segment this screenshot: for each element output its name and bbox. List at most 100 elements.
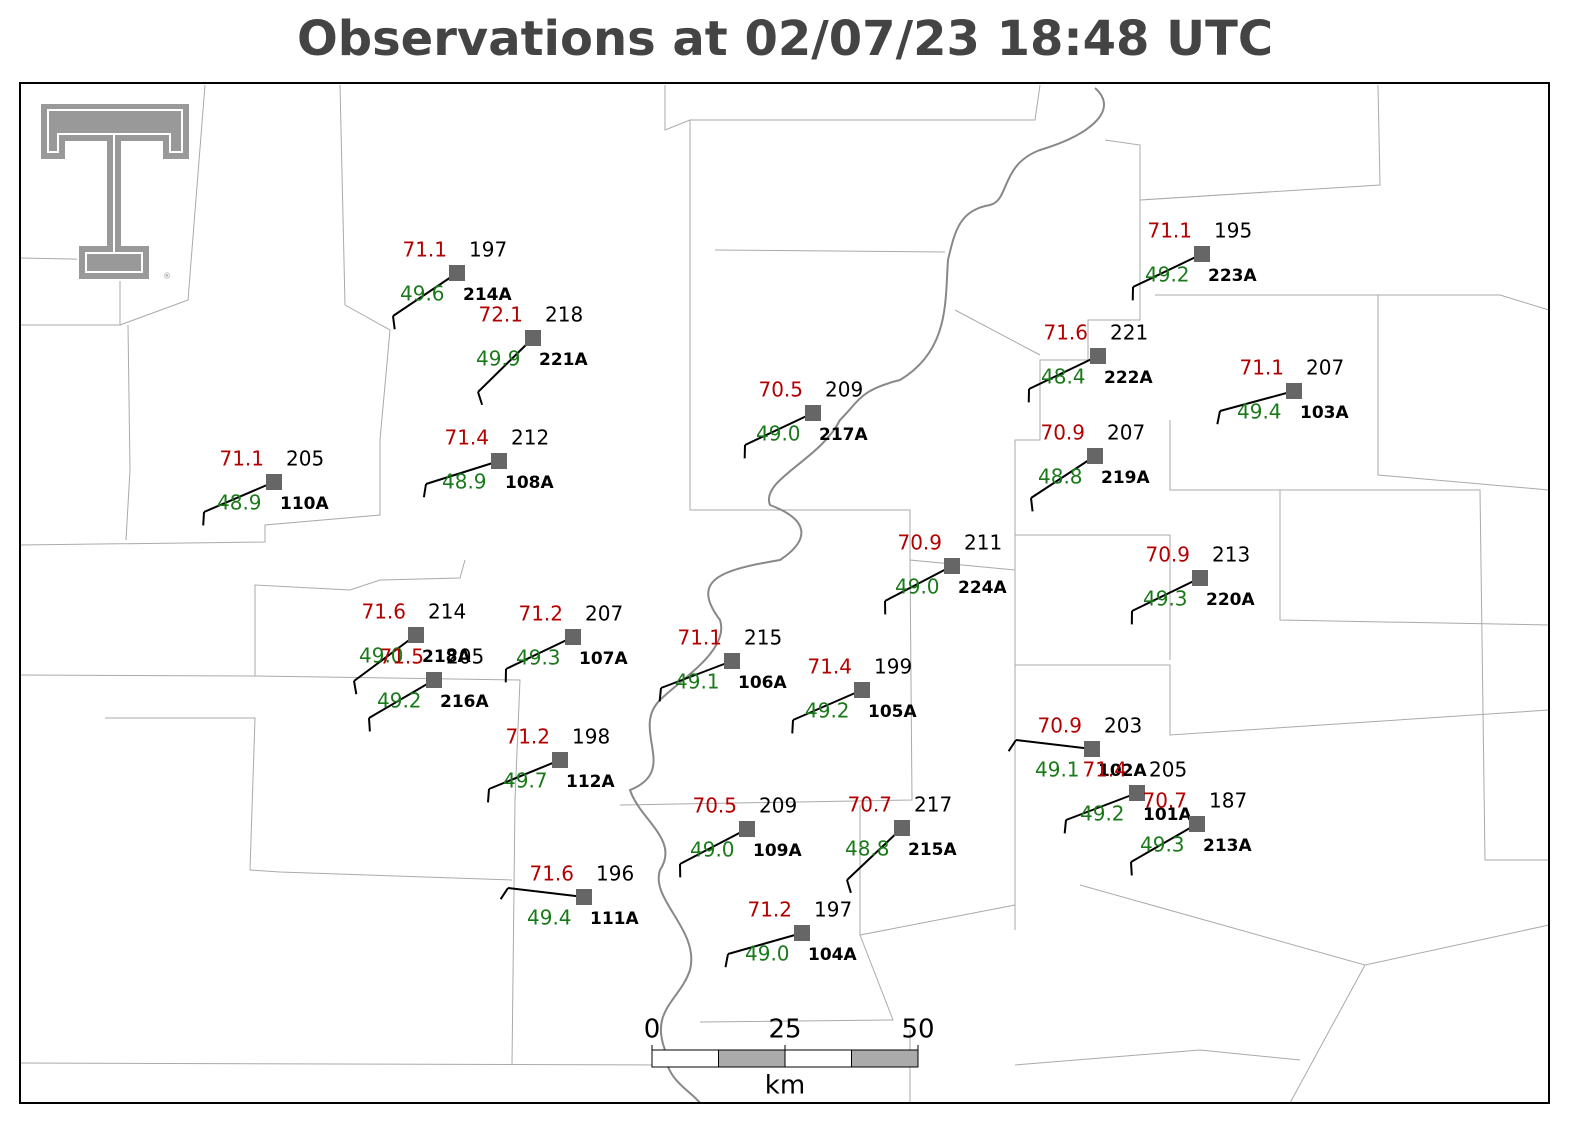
- station-value: 205: [286, 447, 324, 471]
- temperature: 71.2: [518, 602, 563, 626]
- station-value: 207: [1107, 421, 1145, 445]
- station-value: 211: [964, 531, 1002, 555]
- scale-unit: km: [765, 1071, 805, 1101]
- dewpoint: 49.1: [675, 670, 720, 694]
- station-marker: [576, 889, 592, 905]
- station-marker: [794, 925, 810, 941]
- wind-barb-flag: [203, 512, 204, 525]
- station-id: 108A: [505, 473, 554, 493]
- wind-barb-flag: [424, 484, 426, 497]
- dewpoint: 49.2: [1080, 802, 1125, 826]
- wind-barb-flag: [1031, 498, 1033, 511]
- scale-label: 50: [901, 1015, 934, 1045]
- dewpoint: 48.9: [217, 491, 262, 515]
- dewpoint: 49.4: [527, 906, 572, 930]
- station-marker: [408, 627, 424, 643]
- temperature: 71.6: [529, 862, 574, 886]
- station-marker: [944, 558, 960, 574]
- dewpoint: 49.4: [1237, 400, 1282, 424]
- wind-barb-flag: [478, 392, 482, 405]
- temperature: 71.1: [402, 238, 447, 262]
- station-value: 197: [814, 898, 852, 922]
- station-value: 205: [1149, 758, 1187, 782]
- station-id: 105A: [868, 702, 917, 722]
- dewpoint: 48.4: [1041, 365, 1086, 389]
- station-marker: [449, 265, 465, 281]
- temperature: 71.1: [219, 447, 264, 471]
- temperature: 70.5: [692, 794, 737, 818]
- station-id: 110A: [280, 494, 329, 514]
- station-marker: [426, 672, 442, 688]
- station-marker: [1189, 816, 1205, 832]
- dewpoint: 48.8: [845, 837, 890, 861]
- station-marker: [724, 653, 740, 669]
- temperature: 70.7: [847, 793, 892, 817]
- station-marker: [1194, 246, 1210, 262]
- station-id: 223A: [1208, 266, 1257, 286]
- wind-barb: [508, 888, 584, 897]
- station-value: 217: [914, 793, 952, 817]
- station-value: 209: [825, 378, 863, 402]
- temperature: 71.1: [1239, 356, 1284, 380]
- temperature: 71.6: [361, 600, 406, 624]
- station-value: 197: [469, 238, 507, 262]
- station-id: 220A: [1206, 590, 1255, 610]
- dewpoint: 49.0: [895, 575, 940, 599]
- station-id: 219A: [1101, 468, 1150, 488]
- station-id: 215A: [908, 840, 957, 860]
- temperature: 70.9: [1037, 714, 1082, 738]
- temperature: 71.2: [505, 725, 550, 749]
- wind-barb-flag: [501, 888, 508, 899]
- temperature: 70.9: [1145, 543, 1190, 567]
- station-value: 214: [428, 600, 466, 624]
- temperature: 72.1: [478, 303, 523, 327]
- dewpoint: 49.3: [1143, 587, 1188, 611]
- temperature: 71.1: [677, 626, 722, 650]
- station-marker: [1286, 383, 1302, 399]
- station-value: 207: [1306, 356, 1344, 380]
- dewpoint: 49.2: [1145, 263, 1190, 287]
- station-value: 215: [744, 626, 782, 650]
- station-marker: [1090, 348, 1106, 364]
- station-id: 104A: [808, 945, 857, 965]
- station-value: 213: [1212, 543, 1250, 567]
- station-marker: [1084, 741, 1100, 757]
- station-value: 218: [545, 303, 583, 327]
- dewpoint: 49.6: [400, 282, 445, 306]
- station-id: 221A: [539, 350, 588, 370]
- temperature: 71.4: [807, 655, 852, 679]
- temperature: 71.2: [747, 898, 792, 922]
- temperature: 71.4: [1082, 758, 1127, 782]
- dewpoint: 49.3: [1140, 833, 1185, 857]
- wind-barb-flag: [1131, 862, 1132, 875]
- station-marker: [491, 453, 507, 469]
- dewpoint: 48.8: [1038, 465, 1083, 489]
- station-marker: [805, 405, 821, 421]
- wind-barb-flag: [726, 954, 728, 967]
- map-title: Observations at 02/07/23 18:48 UTC: [297, 11, 1273, 67]
- station-id: 106A: [738, 673, 787, 693]
- station-id: 109A: [753, 841, 802, 861]
- temperature: 71.4: [444, 426, 489, 450]
- dewpoint: 48.9: [442, 470, 487, 494]
- station-id: 103A: [1300, 403, 1349, 423]
- station-value: 199: [874, 655, 912, 679]
- dewpoint: 49.2: [805, 699, 850, 723]
- station-value: 212: [511, 426, 549, 450]
- scale-segment: [785, 1050, 852, 1067]
- wind-barb-flag: [488, 789, 489, 802]
- wind-barb-flag: [792, 720, 793, 733]
- station-marker: [739, 821, 755, 837]
- wind-barb: [1016, 740, 1092, 749]
- temperature: 70.9: [897, 531, 942, 555]
- station-value: 203: [1104, 714, 1142, 738]
- station-value: 196: [596, 862, 634, 886]
- station-value: 205: [446, 645, 484, 669]
- station-value: 221: [1110, 321, 1148, 345]
- wind-barb-flag: [1065, 820, 1066, 833]
- logo: ®: [40, 103, 190, 281]
- station-id: 112A: [566, 772, 615, 792]
- station-marker: [525, 330, 541, 346]
- station-id: 224A: [958, 578, 1007, 598]
